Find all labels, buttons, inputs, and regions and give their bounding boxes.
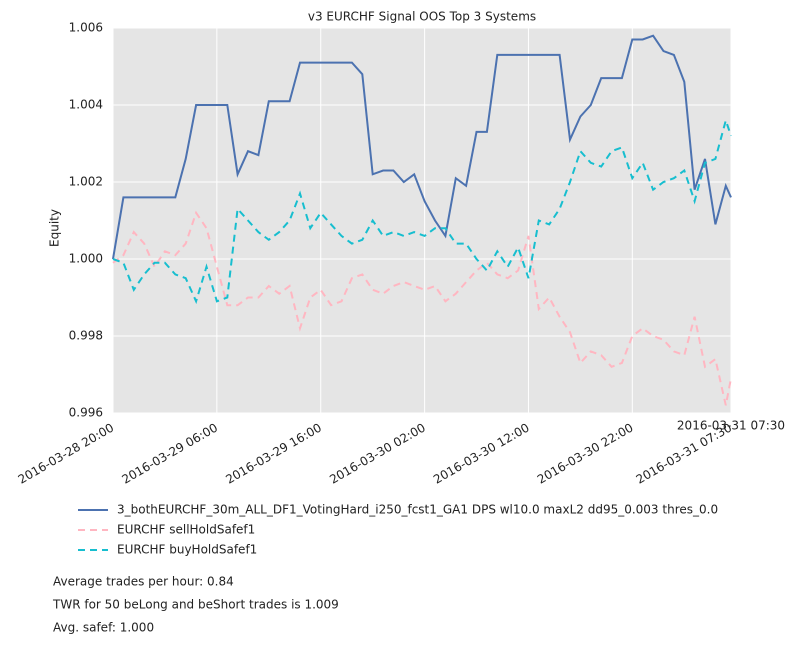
- y-tick-label: 1.000: [69, 252, 103, 266]
- legend-label: 3_bothEURCHF_30m_ALL_DF1_VotingHard_i250…: [117, 503, 718, 517]
- note: Average trades per hour: 0.84: [53, 575, 234, 589]
- x-tick-label: 2016-03-29 16:00: [223, 421, 324, 487]
- x-tick-label: 2016-03-30 12:00: [431, 421, 532, 487]
- plot-area: [113, 28, 731, 413]
- x-tick-label: 2016-03-30 02:00: [327, 421, 428, 487]
- legend-label: EURCHF buyHoldSafef1: [117, 543, 257, 557]
- x-tick-label: 2016-03-30 22:00: [535, 421, 636, 487]
- chart-title: v3 EURCHF Signal OOS Top 3 Systems: [308, 10, 536, 24]
- y-tick-label: 0.996: [69, 406, 103, 420]
- series-line: [112, 34, 732, 260]
- y-tick-label: 1.002: [69, 175, 103, 189]
- x-end-label: 2016-03-31 07:30: [677, 419, 785, 433]
- x-tick-label: 2016-03-29 06:00: [119, 421, 220, 487]
- series-line: [112, 116, 732, 305]
- y-tick-label: 0.998: [69, 329, 103, 343]
- y-axis-label: Equity: [48, 209, 62, 247]
- y-tick-label: 1.004: [69, 98, 103, 112]
- y-tick-label: 1.006: [69, 21, 103, 35]
- note: Avg. safef: 1.000: [53, 621, 154, 635]
- x-tick-label: 2016-03-28 20:00: [16, 421, 117, 487]
- legend-label: EURCHF sellHoldSafef1: [117, 523, 255, 537]
- note: TWR for 50 beLong and beShort trades is …: [52, 598, 339, 612]
